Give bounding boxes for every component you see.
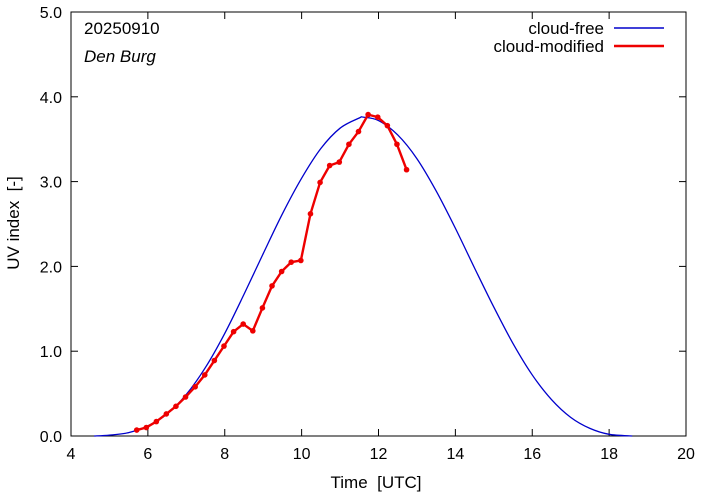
y-tick-label: 5.0 <box>40 5 62 22</box>
legend: cloud-free cloud-modified <box>493 19 664 56</box>
y-axis: 0.0 1.0 2.0 3.0 4.0 5.0 <box>40 5 686 446</box>
x-tick-label: 20 <box>677 446 695 463</box>
data-point-cloud-modified <box>182 394 189 400</box>
location-label: Den Burg <box>84 47 156 66</box>
y-tick-label: 2.0 <box>40 259 62 276</box>
data-point-cloud-modified <box>288 259 295 265</box>
legend-label-cloud-free: cloud-free <box>528 19 604 38</box>
series-line-cloud-free <box>94 116 633 437</box>
series-line-cloud-modified <box>136 113 408 432</box>
x-tick-label: 8 <box>220 446 229 463</box>
data-point-cloud-modified <box>374 114 381 120</box>
x-tick-label: 4 <box>67 446 76 463</box>
data-point-cloud-modified <box>394 141 400 148</box>
data-point-cloud-modified <box>403 166 410 173</box>
data-point-cloud-modified <box>143 424 150 431</box>
x-axis: 4 6 8 10 12 14 16 18 20 <box>67 12 695 463</box>
x-tick-label: 18 <box>600 446 618 463</box>
data-point-cloud-modified <box>355 128 362 135</box>
series-cloud-modified <box>133 111 410 433</box>
plot-border <box>70 11 687 437</box>
data-point-cloud-modified <box>278 268 285 275</box>
data-point-cloud-modified <box>153 418 160 425</box>
data-point-cloud-modified <box>346 141 352 148</box>
data-point-cloud-modified <box>201 372 208 378</box>
data-point-cloud-modified <box>326 162 333 169</box>
data-point-cloud-modified <box>173 403 179 410</box>
x-tick-label: 16 <box>523 446 541 463</box>
data-point-cloud-modified <box>307 211 314 217</box>
data-point-cloud-modified <box>384 122 391 129</box>
data-point-cloud-modified <box>269 283 275 289</box>
data-point-cloud-modified <box>221 343 227 349</box>
y-tick-label: 0.0 <box>40 429 62 446</box>
y-axis-title: UV index [-] <box>4 176 23 270</box>
y-tick-label: 1.0 <box>40 344 62 361</box>
x-tick-label: 6 <box>143 446 152 463</box>
series-layer <box>94 111 633 437</box>
x-axis-title: Time [UTC] <box>331 473 422 492</box>
data-point-cloud-modified <box>259 305 266 311</box>
data-point-cloud-modified <box>230 328 237 335</box>
y-tick-label: 3.0 <box>40 175 62 192</box>
data-point-cloud-modified <box>250 328 256 334</box>
data-point-cloud-modified <box>365 111 371 118</box>
data-point-cloud-modified <box>163 411 170 417</box>
plot-area <box>70 11 687 437</box>
x-tick-label: 14 <box>446 446 464 463</box>
data-point-cloud-modified <box>211 357 218 364</box>
data-point-cloud-modified <box>336 159 343 165</box>
date-label: 20250910 <box>84 19 160 38</box>
data-point-cloud-modified <box>298 257 304 264</box>
data-point-cloud-modified <box>192 384 198 390</box>
series-cloud-free <box>94 116 633 437</box>
y-tick-label: 4.0 <box>40 90 62 107</box>
legend-label-cloud-modified: cloud-modified <box>493 37 604 56</box>
x-tick-label: 12 <box>370 446 388 463</box>
data-point-cloud-modified <box>240 321 246 327</box>
x-tick-label: 10 <box>293 446 311 463</box>
data-point-cloud-modified <box>133 427 140 433</box>
data-point-cloud-modified <box>317 179 323 186</box>
